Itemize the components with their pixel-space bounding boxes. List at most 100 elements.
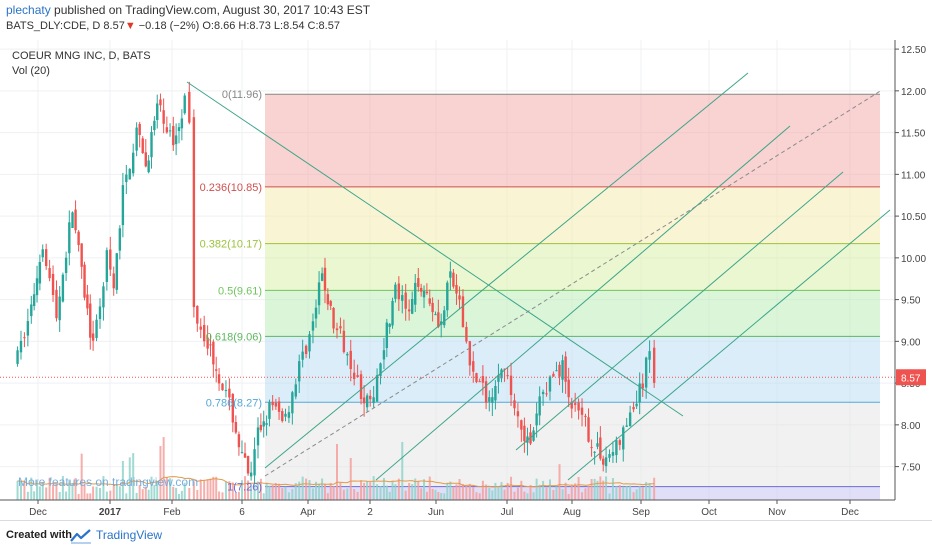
median-line [264,89,883,477]
volume-bar [574,483,577,500]
volume-bar [503,489,506,500]
volume-bar [259,478,262,500]
tradingview-logo-icon[interactable] [70,528,92,544]
volume-bar [638,486,641,500]
volume-bar [342,489,345,500]
candle-body [635,403,638,407]
price-tick-label: 11.50 [901,129,926,140]
volume-bar [388,491,391,500]
volume-bar [315,481,318,500]
volume-bar [128,457,131,500]
volume-bar [52,484,55,500]
candle-body [172,126,175,146]
volume-bar [135,492,138,500]
candle-body [567,379,570,398]
candle-body [147,160,150,173]
candle-body [125,174,128,183]
volume-bar [83,483,86,500]
candle-body [446,282,449,311]
time-axis[interactable]: Dec 2017 Feb 6 Apr 2 Jun Jul Aug Sep Oct Nov Dec [29,500,859,518]
candle-body [397,283,401,300]
volume-bar [180,490,183,500]
volume-bar [394,484,397,500]
volume-bar [89,493,92,500]
watermark-text[interactable]: More features on tradingview.com [18,475,198,489]
volume-bar [449,481,452,500]
volume-bar [567,493,570,500]
candle-body [385,322,389,349]
candle-body [86,294,89,309]
volume-bar [622,486,625,500]
last-price: 8.57 [100,20,125,32]
volume-bar [465,485,468,500]
candle-body [256,427,260,446]
volume-bar [404,490,407,500]
volume-bar [516,487,519,500]
candle-body [102,286,105,308]
volume-bar [596,480,599,500]
price-axis[interactable]: 7.508.008.509.009.5010.0010.5011.0011.50… [895,45,926,474]
price-chart[interactable]: 7.508.008.509.009.5010.0010.5011.0011.50… [0,40,932,520]
author-link[interactable]: plechaty [6,3,51,17]
candle-body [162,110,165,124]
volume-bar [169,478,172,500]
candle-body [168,130,172,132]
volume-bar [311,488,314,500]
volume-bar [363,482,366,500]
volume-bar [237,491,240,500]
candle-body [428,298,431,304]
volume-bar [188,488,191,500]
candle-body [131,152,135,174]
candle-body [615,440,618,456]
candle-body [159,99,162,106]
candle-body [271,401,274,406]
candle-body [552,373,555,377]
volume-bar [318,483,321,500]
candle-body [652,347,656,383]
volume-bar [542,480,545,500]
volume-bar [615,486,618,500]
volume-bar [215,476,218,500]
candle-body [394,284,397,299]
candle-body [98,306,102,320]
ohlc-values: O:8.66 H:8.73 L:8.54 C:8.57 [199,20,340,32]
candle-body [291,392,294,414]
candle-body [379,363,382,376]
volume-bar [599,476,602,500]
candle-body [259,424,263,431]
candle-body [89,303,92,338]
pitchfork-line [264,72,749,469]
candle-body [68,222,71,254]
fib-level-labels: 0(11.96) 0.236(10.85) 0.382(10.17) 0.5(9.61… [200,89,262,493]
volume-bar [291,489,294,500]
last-price-tag: 8.57 [896,369,926,386]
candle-body [74,209,77,231]
volume-bar [95,486,98,500]
candle-body [294,384,297,397]
time-tick-label: Sep [632,507,650,518]
fibonacci-retracement [265,93,880,500]
candle-body [287,412,291,418]
candle-body [365,395,369,408]
candle-body [199,326,202,330]
candle-body [58,296,61,321]
candle-body [23,337,26,339]
volume-bar [538,484,541,500]
volume-bar [577,477,580,500]
price-change: −0.18 (−2%) [135,20,200,32]
candle-body [135,127,138,151]
volume-bar [653,477,656,500]
candle-body [388,323,391,327]
candle-body [209,344,212,346]
volume-bar [58,492,61,500]
volume-bar [144,486,147,500]
legend-main: COEUR MNG INC, D, BATS [12,50,151,62]
candle-body [314,307,318,319]
tradingview-brand-link[interactable]: TradingView [96,528,163,542]
volume-bar [605,476,608,500]
volume-bar [38,486,41,500]
volume-ma-line [17,476,655,488]
candle-body [449,271,452,278]
pitchfork-line [567,209,891,481]
candle-body [320,273,324,281]
